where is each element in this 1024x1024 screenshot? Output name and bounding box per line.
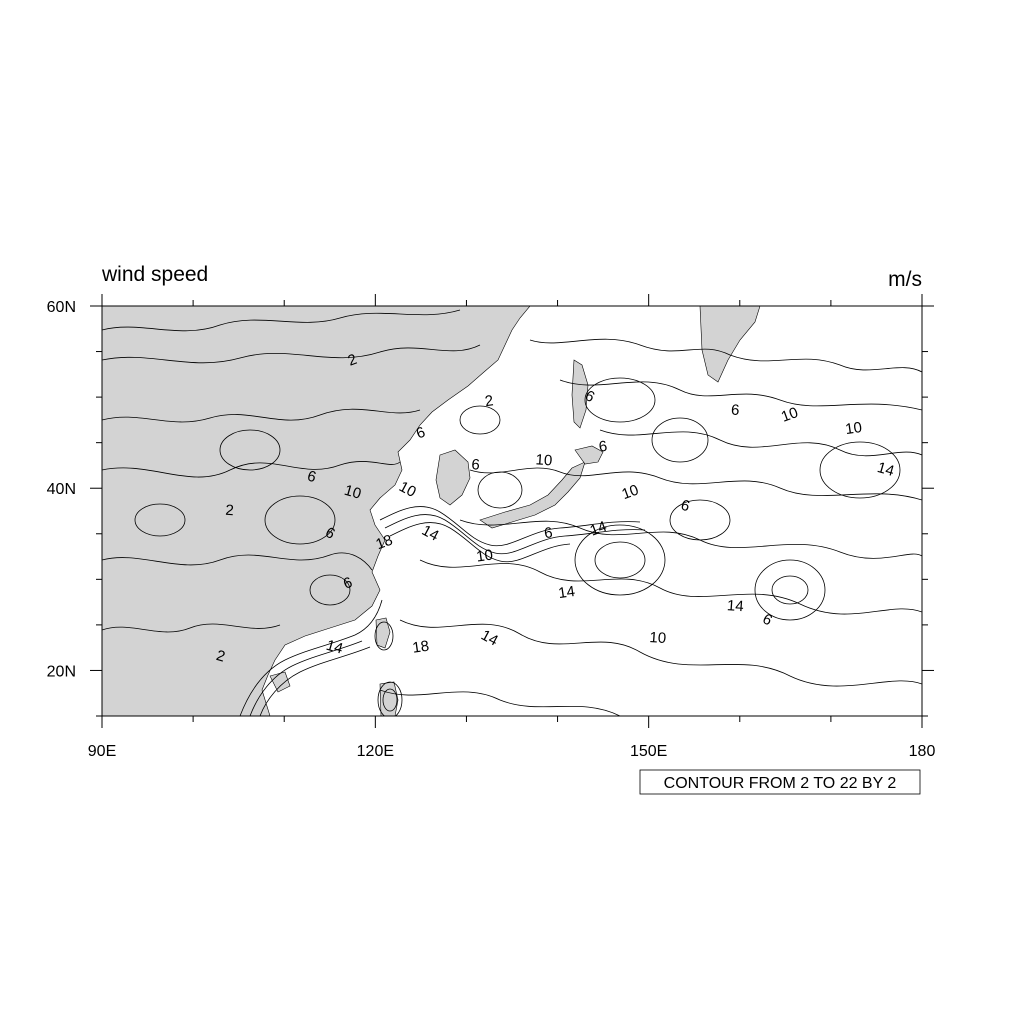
contour-label: 10 <box>475 546 494 565</box>
contour-label: 6 <box>543 524 554 542</box>
lon-tick-label: 90E <box>88 743 116 760</box>
contour-label: 14 <box>324 637 345 658</box>
contour-label: 14 <box>419 522 442 545</box>
land-kamchatka <box>699 306 761 383</box>
contour-label: 10 <box>620 481 641 503</box>
lat-tick-label: 60N <box>47 299 76 316</box>
contour-label: 18 <box>411 638 430 657</box>
plot-frame <box>101 305 923 717</box>
contour-label: 6 <box>731 402 741 420</box>
contour-label: 10 <box>649 629 667 647</box>
land-sakhalin <box>571 359 589 429</box>
lon-tick-label: 120E <box>357 743 394 760</box>
lat-tick-label: 20N <box>47 663 76 680</box>
contour-info-text: CONTOUR FROM 2 TO 22 BY 2 <box>664 775 897 792</box>
lat-tick-label: 40N <box>47 481 76 498</box>
land-taiwan <box>375 617 391 649</box>
contour-label: 14 <box>875 459 896 480</box>
land-korea <box>435 449 471 506</box>
units-label: m/s <box>888 268 922 291</box>
contour-label: 2 <box>225 502 235 520</box>
land-masses <box>102 306 761 716</box>
contour-label: 14 <box>726 597 744 615</box>
contour-info-frame <box>639 769 921 795</box>
contour-label: 6 <box>598 438 609 456</box>
contour-label: 10 <box>779 404 800 426</box>
contour-label: 14 <box>557 583 576 602</box>
map-title: wind speed <box>101 263 208 286</box>
contour-info-box: CONTOUR FROM 2 TO 22 BY 2 <box>639 769 921 795</box>
contour-lines <box>102 309 922 716</box>
contour-label: 10 <box>396 478 419 501</box>
contour-label: 10 <box>535 451 553 469</box>
contour-label: 14 <box>478 627 501 650</box>
contour-label: 2 <box>484 392 495 410</box>
map-layers <box>102 306 922 716</box>
contour-label: 14 <box>588 518 609 540</box>
land-asia-mainland <box>102 306 531 716</box>
map-axes: 90E 120E 150E 180 20N 40N 60N <box>47 294 936 760</box>
lon-tick-label: 150E <box>630 743 667 760</box>
contour-label: 6 <box>471 456 481 474</box>
contour-label: 10 <box>844 419 863 438</box>
contour-label: 10 <box>342 482 363 503</box>
lon-tick-label: 180 <box>909 743 936 760</box>
contour-label: 18 <box>374 532 395 554</box>
land-japan <box>479 461 586 529</box>
land-hokkaido <box>574 445 604 465</box>
